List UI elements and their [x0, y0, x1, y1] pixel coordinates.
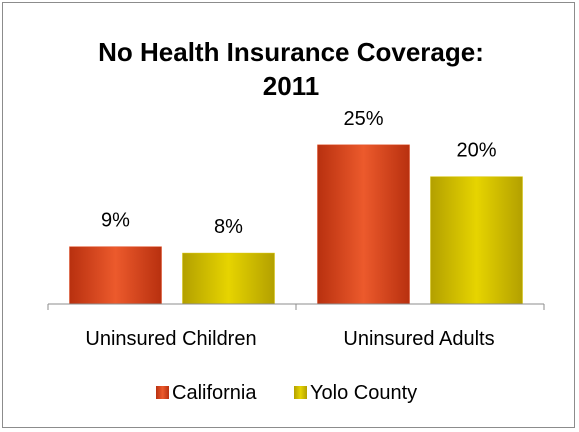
category-label-uninsured-children: Uninsured Children: [85, 328, 256, 350]
bar-california-uninsured-adults: [317, 144, 410, 305]
chart-title-line-1: No Health Insurance Coverage:: [98, 37, 484, 67]
chart-svg: No Health Insurance Coverage: 2011 9% 8% 2…: [47, 37, 545, 404]
data-label-california-uninsured-children: 9%: [101, 210, 130, 232]
chart-title-line-2: 2011: [263, 71, 319, 101]
legend: California Yolo County: [156, 382, 417, 404]
data-label-yolo-county-uninsured-children: 8%: [214, 216, 243, 238]
bar-yolo-county-uninsured-children: [182, 252, 275, 305]
data-label-california-uninsured-adults: 25%: [343, 108, 383, 130]
bar-california-uninsured-children: [69, 246, 162, 305]
legend-swatch-california: [156, 386, 169, 399]
legend-label-yolo-county: Yolo County: [310, 382, 417, 404]
legend-swatch-yolo-county: [294, 386, 307, 399]
legend-label-california: California: [172, 382, 257, 404]
plot-area: 9% 8% 25% 20%: [69, 108, 523, 305]
data-label-yolo-county-uninsured-adults: 20%: [456, 140, 496, 162]
chart-frame: No Health Insurance Coverage: 2011 9% 8% 2…: [2, 2, 575, 428]
category-label-uninsured-adults: Uninsured Adults: [343, 328, 494, 350]
bar-yolo-county-uninsured-adults: [430, 176, 523, 305]
